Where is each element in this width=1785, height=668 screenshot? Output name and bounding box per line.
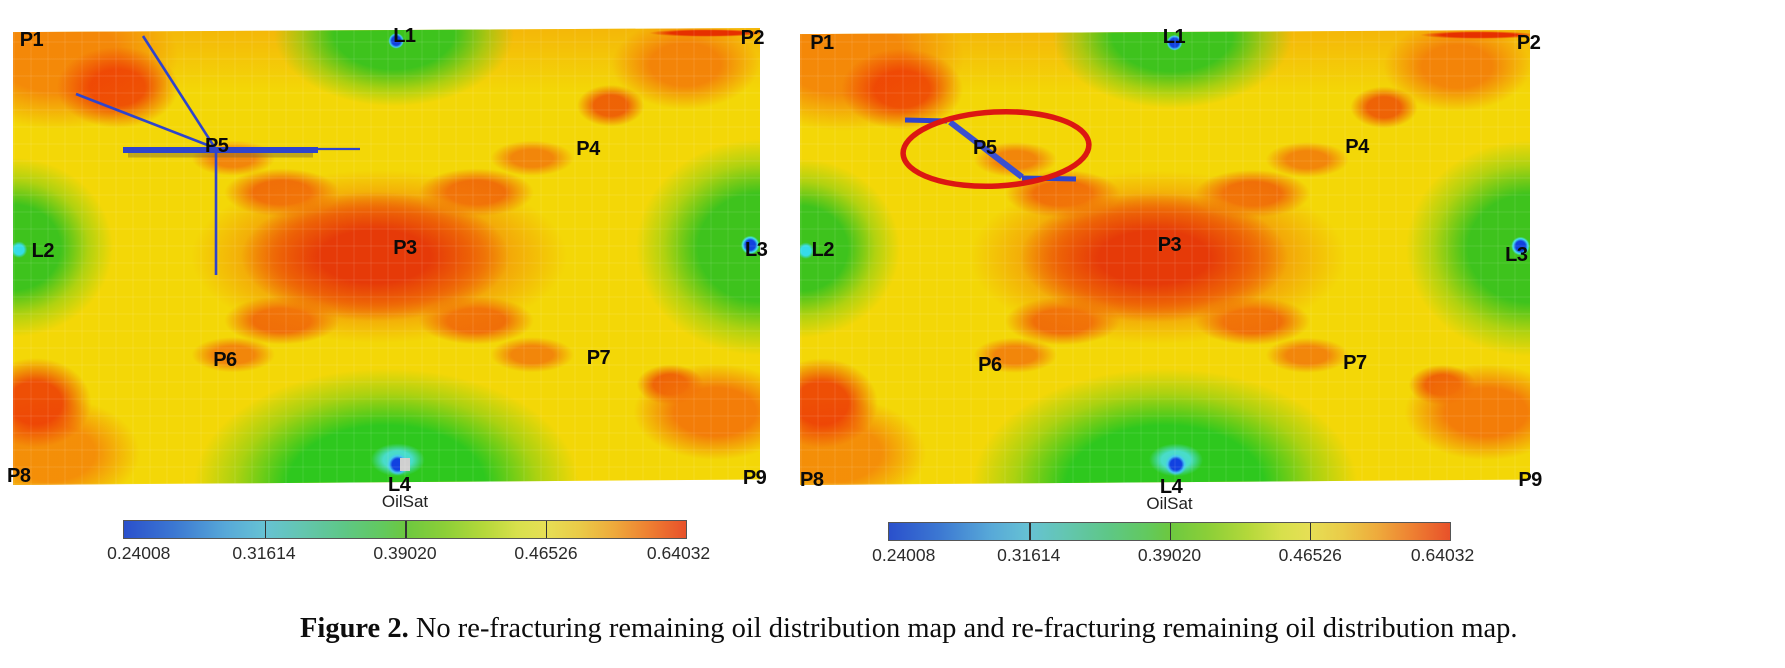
well-label-p4: P4 [1345,135,1369,158]
colorbar-tick-0.64032: 0.64032 [1410,545,1475,565]
colorbar-tick-0.31614: 0.31614 [997,545,1061,565]
well-label-p2: P2 [1516,32,1541,55]
colorbar-tick-0.46526: 0.46526 [1278,545,1342,565]
well-label-p7: P7 [1343,352,1367,375]
well-label-p1: P1 [810,32,834,55]
colorbar-gradient [888,522,1451,541]
figure-caption-label: Figure 2. [300,613,409,644]
well-label-l2: L2 [31,239,55,262]
colorbar-divider [1169,523,1171,540]
well-label-p9: P9 [742,467,767,490]
well-label-p7: P7 [586,346,611,369]
well-label-l4: L4 [1159,475,1183,498]
oil-saturation-heatmap-left [13,28,760,485]
colorbar-divider [1029,523,1031,540]
figure-caption-text: No re-fracturing remaining oil distribut… [408,613,1518,644]
well-label-l4: L4 [387,473,411,496]
colorbar-tick-0.31614: 0.31614 [232,543,296,563]
colorbar-title: OilSat [381,492,429,511]
fracture-line-p5-ne [141,35,217,149]
colorbar-divider [405,521,407,538]
map-refracturing: P1 L1 P2 P5 P4 L2 P3 L3 P6 P7 P8 L4 P9 [800,25,1542,497]
fracture-annotation-overlay-right [900,108,1092,190]
colorbar-divider [545,521,547,538]
well-label-l1: L1 [1162,25,1186,48]
colorbar-divider [264,521,266,538]
well-label-p6: P6 [213,349,237,372]
colorbar-tick-0.64032: 0.64032 [646,543,711,563]
well-label-p1: P1 [19,28,44,51]
well-label-p3: P3 [1157,234,1182,257]
well-label-p4: P4 [576,138,600,161]
well-label-p5: P5 [973,136,997,159]
colorbar-gradient [123,520,687,539]
fracture-line-p5-nw [75,92,216,150]
well-label-l2: L2 [811,239,835,262]
colorbar-left: OilSat 0.24008 0.31614 0.39020 0.46526 0.640… [107,492,710,565]
colorbar-tick-0.39020: 0.39020 [1137,545,1202,565]
well-label-l3: L3 [745,239,768,262]
oil-saturation-heatmap-right [800,30,1530,485]
fracture-lines-overlay-left [75,35,360,275]
well-label-p5: P5 [204,134,229,157]
colorbar-ticks: 0.24008 0.31614 0.39020 0.46526 0.64032 [107,543,710,565]
highlight-ellipse [900,108,1092,190]
figure-caption: Figure 2. No re-fracturing remaining oil… [300,613,1740,645]
well-labels-left: P1 L1 P2 P5 P4 L2 P3 L3 P6 P7 P8 L4 P9 [7,24,768,495]
map-no-refracturing: P1 L1 P2 P5 P4 L2 P3 L3 P6 P7 P8 L4 P9 [7,24,768,495]
well-label-p3: P3 [393,236,417,259]
colorbar-right: OilSat 0.24008 0.31614 0.39020 0.46526 0.640… [872,494,1474,567]
colorbar-tick-0.39020: 0.39020 [373,543,437,563]
colorbar-title: OilSat [1146,494,1193,513]
well-label-l3: L3 [1505,244,1528,267]
well-label-l1: L1 [393,24,416,47]
well-label-p2: P2 [740,27,765,49]
colorbar-tick-0.24008: 0.24008 [107,543,171,563]
colorbar-tick-0.46526: 0.46526 [514,543,578,563]
well-labels-right: P1 L1 P2 P5 P4 L2 P3 L3 P6 P7 P8 L4 P9 [800,25,1542,497]
colorbar-ticks: 0.24008 0.31614 0.39020 0.46526 0.64032 [872,545,1474,567]
colorbar-tick-0.24008: 0.24008 [872,545,936,565]
colorbar-divider [1309,523,1312,540]
well-label-p9: P9 [1518,468,1542,491]
well-label-p8: P8 [800,468,824,491]
refracture-segment-diagonal [948,119,1024,180]
well-label-p6: P6 [978,353,1002,376]
well-label-p8: P8 [7,464,31,487]
